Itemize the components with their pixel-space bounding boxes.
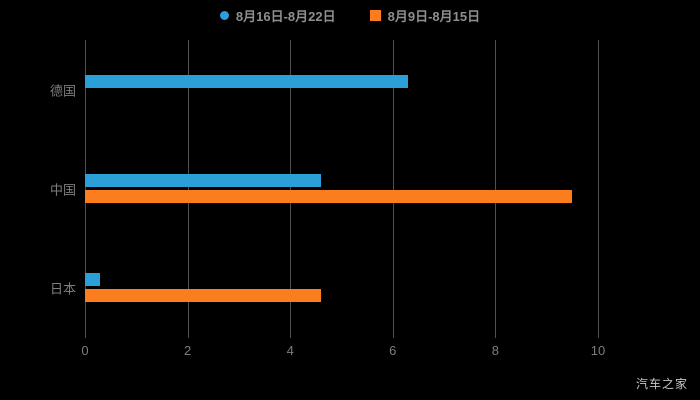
y-category-label: 中国 bbox=[49, 182, 76, 198]
gridline-x0 bbox=[85, 40, 86, 338]
x-tick-label-4: 4 bbox=[286, 343, 294, 358]
x-tick-label-6: 6 bbox=[389, 343, 397, 358]
y-category-label: 德国 bbox=[49, 83, 76, 99]
bar-series1-德国 bbox=[85, 74, 409, 88]
legend-item-week1[interactable]: 8月9日-8月15日 bbox=[369, 6, 481, 25]
gridline-x2 bbox=[187, 40, 189, 338]
legend-label-week2: 8月16日-8月22日 bbox=[235, 9, 336, 24]
legend-label-week1: 8月9日-8月15日 bbox=[387, 9, 481, 24]
gridline-x8 bbox=[495, 40, 497, 338]
bar-series2-中国 bbox=[85, 190, 573, 203]
bar-series2-日本 bbox=[85, 289, 321, 303]
bar-series1-日本 bbox=[85, 273, 101, 287]
gridline-x4 bbox=[290, 40, 292, 338]
x-tick-label-8: 8 bbox=[491, 343, 500, 358]
gridline-x10 bbox=[598, 40, 599, 338]
y-category-label: 日本 bbox=[49, 281, 76, 297]
legend-item-week2[interactable]: 8月16日-8月22日 bbox=[219, 6, 336, 25]
legend-circle-marker-icon bbox=[219, 11, 229, 20]
x-tick-label-2: 2 bbox=[183, 343, 192, 358]
chart-legend: 8月16日-8月22日 8月9日-8月15日 bbox=[0, 6, 700, 25]
x-tick-label-0: 0 bbox=[81, 343, 89, 358]
watermark: 汽车之家 bbox=[635, 377, 688, 391]
gridline-x6 bbox=[392, 40, 394, 338]
plot-area bbox=[85, 40, 599, 338]
x-tick-label-10: 10 bbox=[590, 343, 606, 358]
bar-series1-中国 bbox=[85, 174, 321, 187]
legend-square-marker-icon bbox=[369, 10, 381, 21]
